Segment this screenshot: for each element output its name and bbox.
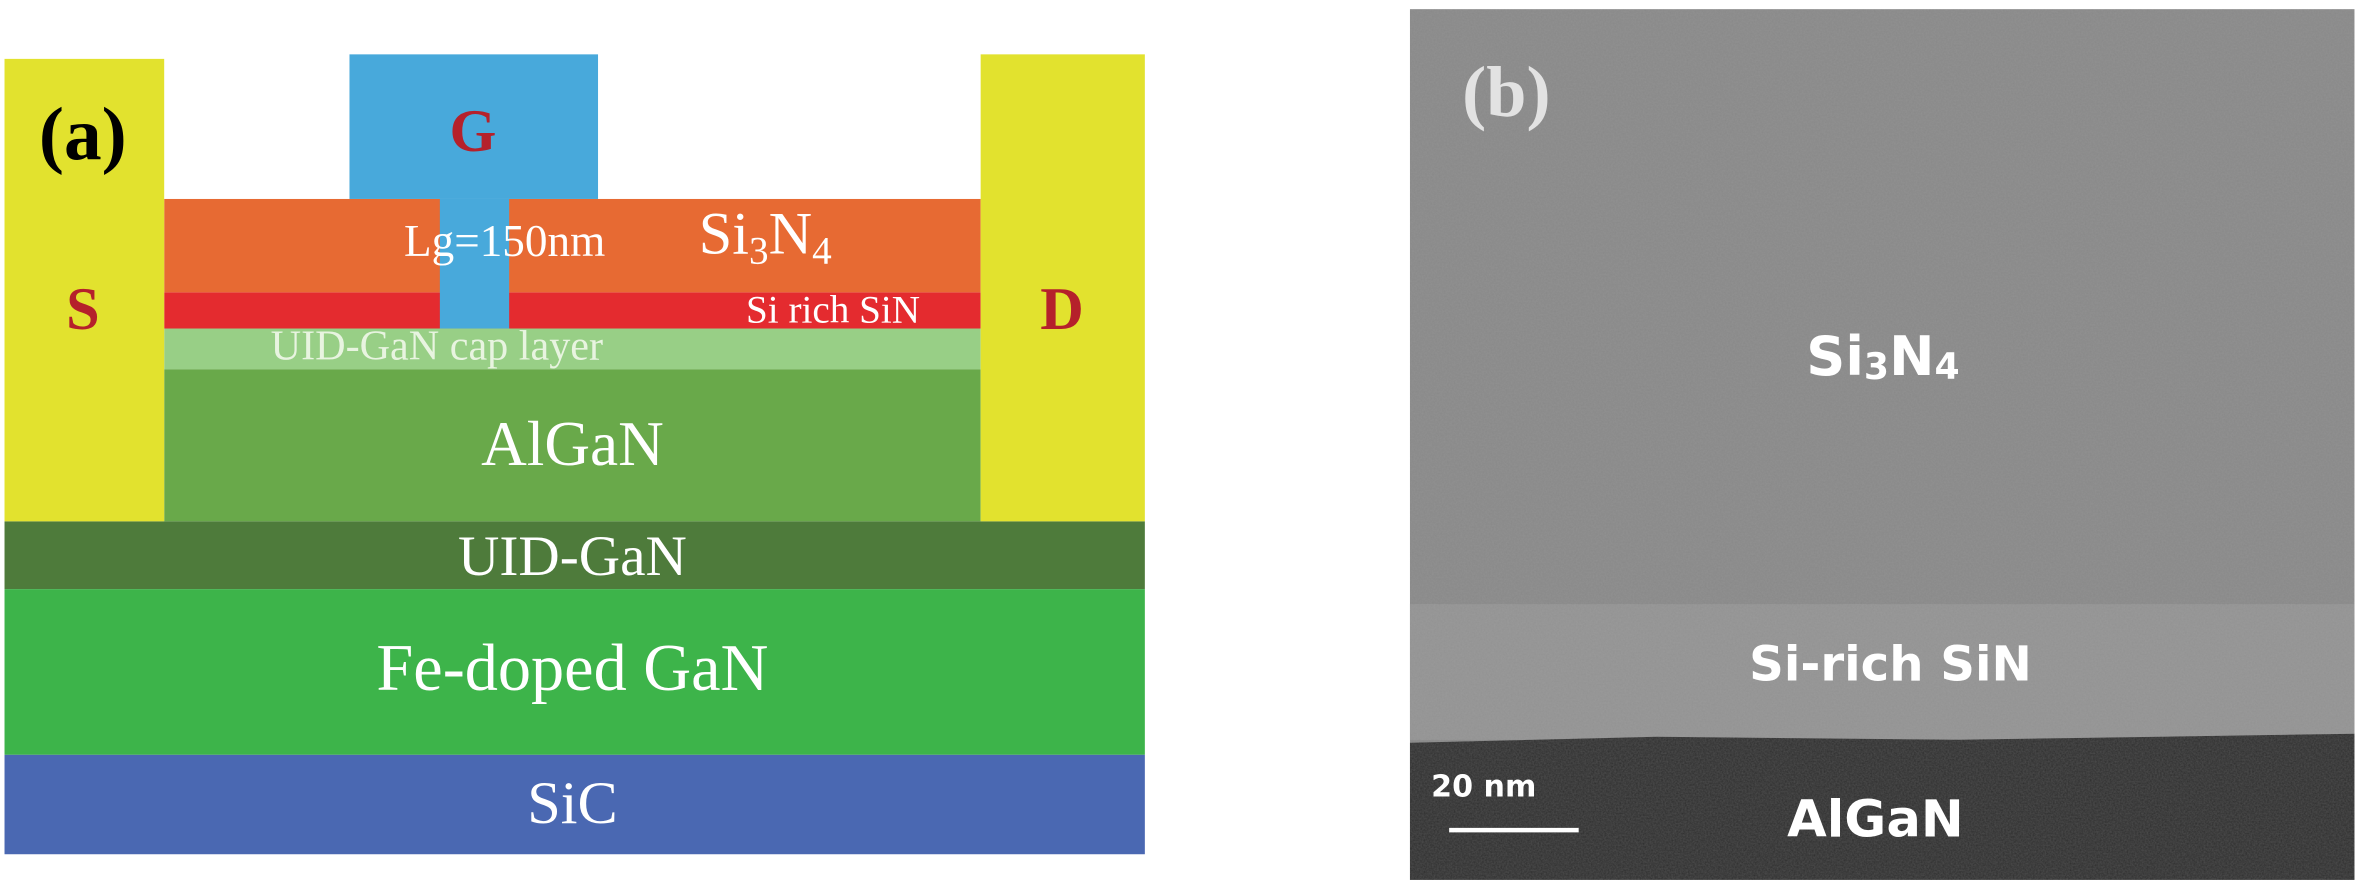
layer-label: AlGaN: [481, 409, 664, 479]
scale-bar-label: 20 nm: [1431, 769, 1536, 804]
formula-part: Si: [699, 200, 749, 267]
layer-label: Fe-doped GaN: [376, 632, 768, 705]
gate-head: [349, 54, 599, 199]
algan-region: [1409, 733, 2355, 880]
formula-part: Si: [1806, 325, 1864, 388]
panel-b: (b) Si3N4 Si-rich SiN AlGaN 20 nm: [1409, 9, 2355, 880]
gate-stem: [439, 198, 510, 329]
layer-label: UID-GaN cap layer: [271, 322, 603, 369]
formula-part: N: [769, 200, 813, 267]
source-label: S: [66, 276, 100, 343]
si-rich-layer: [164, 292, 981, 329]
layer-label: SiC: [527, 770, 617, 837]
cap-layer: [164, 328, 981, 370]
algan-layer: [164, 369, 981, 522]
layer-label: Si rich SiN: [746, 288, 920, 331]
layer-label: Si-rich SiN: [1749, 636, 2032, 692]
formula-sub: 4: [1934, 345, 1959, 388]
formula-sub: 4: [812, 230, 832, 273]
formula-sub: 3: [749, 230, 769, 273]
si3n4-label: Si3N4: [699, 200, 832, 272]
drain-contact: [980, 54, 1145, 522]
si3n4-label: Si3N4: [1806, 325, 1959, 388]
gate-label: G: [450, 98, 497, 165]
source-contact: [4, 58, 165, 522]
panel-label: (a): [39, 93, 127, 176]
sic-layer: [4, 754, 1145, 855]
panel-a: (a) G S D Lg=150nm Si3N4 Si rich SiN UID…: [4, 54, 1145, 855]
panel-label: (b): [1462, 52, 1550, 132]
si3n4-layer: [164, 198, 981, 293]
uid-gan-layer: [4, 521, 1145, 590]
formula-sub: 3: [1864, 345, 1889, 388]
fe-gan-layer: [4, 589, 1145, 755]
formula-part: N: [1889, 325, 1934, 388]
layer-label: AlGaN: [1787, 790, 1964, 850]
si-rich-region: [1409, 604, 2355, 740]
layer-label: UID-GaN: [458, 525, 687, 588]
gate-length: Lg=150nm: [404, 216, 605, 266]
drain-label: D: [1040, 276, 1084, 343]
